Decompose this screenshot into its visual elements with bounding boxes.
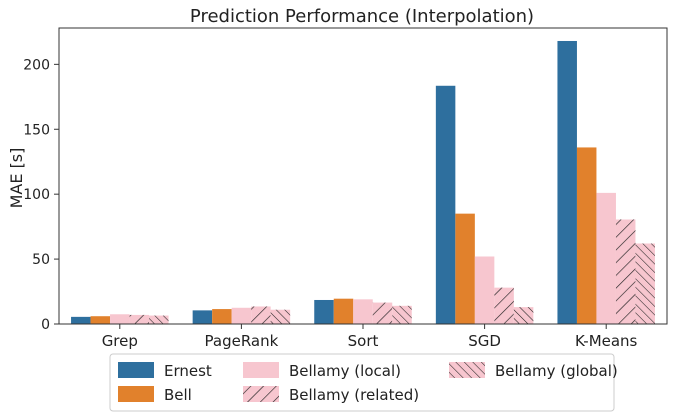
y-tick-label: 0 <box>41 317 50 333</box>
bar <box>353 299 373 324</box>
legend-item: Bellamy (local) <box>243 362 401 380</box>
bar <box>270 309 291 324</box>
bar <box>314 299 334 324</box>
bar <box>455 213 475 324</box>
bar <box>557 40 577 325</box>
bar <box>71 316 91 324</box>
x-axis: Grep PageRank Sort SGD K-Means <box>102 324 638 350</box>
bar <box>149 315 169 324</box>
y-axis: 0 50 100 150 200 <box>23 57 59 333</box>
y-axis-label: MAE [s] <box>7 148 26 209</box>
legend-item: Bellamy (related) <box>243 386 419 404</box>
legend-swatch <box>118 386 154 402</box>
legend-item: Bell <box>118 386 192 404</box>
bar <box>110 314 130 324</box>
bar <box>392 305 412 324</box>
legend-box <box>109 353 615 412</box>
x-tick-label: Sort <box>348 332 379 350</box>
legend-label: Bellamy (local) <box>289 362 401 380</box>
chart-title: Prediction Performance (Interpolation) <box>190 6 534 27</box>
bar <box>372 302 393 324</box>
bar <box>615 219 636 324</box>
bar <box>435 85 456 324</box>
legend-swatch <box>243 362 279 378</box>
bars <box>71 40 655 325</box>
bar <box>90 316 111 324</box>
bar <box>192 310 213 324</box>
bar <box>231 307 252 324</box>
bar <box>513 307 534 324</box>
legend-item: Bellamy (global) <box>449 362 618 380</box>
x-tick-label: SGD <box>468 332 501 350</box>
y-tick-label: 100 <box>23 187 50 203</box>
y-tick-label: 50 <box>32 252 50 268</box>
legend: Ernest Bell Bellamy (local) Bellamy (relate… <box>109 353 618 412</box>
legend-label: Bell <box>164 386 192 404</box>
bar <box>635 243 655 324</box>
legend-swatch <box>449 362 485 378</box>
bar <box>596 192 616 324</box>
bar <box>212 309 232 324</box>
legend-swatch <box>243 386 279 402</box>
bar <box>494 287 514 324</box>
y-tick-label: 150 <box>23 122 50 138</box>
legend-label: Bellamy (global) <box>495 362 618 380</box>
bar <box>251 306 271 324</box>
legend-swatch <box>118 362 154 378</box>
x-tick-label: PageRank <box>205 332 279 350</box>
legend-item: Ernest <box>118 362 212 380</box>
bar <box>474 256 495 324</box>
y-tick-label: 200 <box>23 57 50 73</box>
x-tick-label: K-Means <box>575 332 638 350</box>
legend-label: Bellamy (related) <box>289 386 419 404</box>
x-tick-label: Grep <box>102 332 138 350</box>
bar <box>576 147 597 324</box>
bar <box>333 298 354 324</box>
legend-label: Ernest <box>164 362 212 380</box>
plot-frame <box>58 27 668 325</box>
bar <box>129 314 150 324</box>
